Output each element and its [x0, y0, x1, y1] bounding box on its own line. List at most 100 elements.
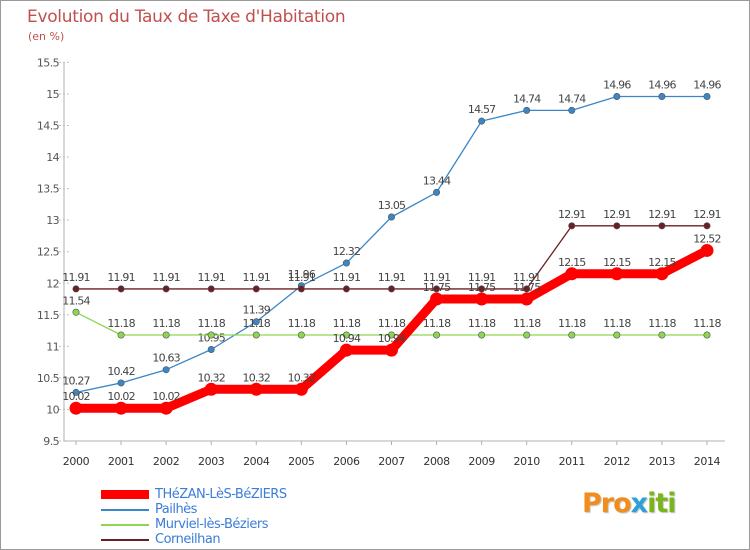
data-point	[387, 331, 395, 339]
data-point	[433, 331, 441, 339]
data-label: 11.91	[243, 271, 271, 284]
logo-part: x	[630, 488, 648, 519]
y-tick-label: 13.5	[37, 183, 60, 196]
data-point	[658, 92, 666, 100]
data-label: 10.32	[243, 371, 271, 384]
data-label: 11.18	[378, 317, 406, 330]
data-point	[568, 222, 576, 230]
data-point	[610, 267, 624, 281]
legend: THéZAN-LèS-BéZIERS Pailhès Murviel-lès-Béz…	[101, 487, 287, 547]
data-point	[703, 222, 711, 230]
data-point	[568, 331, 576, 339]
data-label: 10.32	[197, 371, 225, 384]
legend-label: THéZAN-LèS-BéZIERS	[155, 487, 287, 502]
data-label: 11.18	[558, 317, 586, 330]
data-point	[114, 401, 128, 415]
legend-swatch	[101, 538, 149, 541]
data-label: 11.75	[423, 281, 451, 294]
data-label: 11.18	[603, 317, 631, 330]
data-label: 11.18	[513, 317, 541, 330]
data-label: 10.02	[107, 390, 135, 403]
data-point	[613, 331, 621, 339]
data-point	[162, 285, 170, 293]
x-tick-label: 2006	[333, 455, 360, 468]
data-label: 11.91	[107, 271, 135, 284]
data-point	[69, 401, 83, 415]
data-label: 11.91	[468, 271, 496, 284]
data-label: 11.96	[288, 268, 316, 281]
data-label: 10.27	[62, 374, 90, 387]
legend-swatch	[101, 490, 149, 499]
data-label: 14.57	[468, 103, 496, 116]
y-tick-label: 12.5	[37, 246, 60, 259]
y-tick-label: 10	[46, 403, 59, 416]
data-point	[342, 259, 350, 267]
data-label: 11.91	[62, 271, 90, 284]
legend-item: Murviel-lès-Béziers	[101, 517, 287, 532]
data-point	[339, 343, 353, 357]
data-label: 12.91	[603, 208, 631, 221]
data-label: 12.15	[603, 256, 631, 269]
x-tick-label: 2000	[63, 455, 90, 468]
logo-part: iti	[647, 488, 676, 519]
x-tick-label: 2005	[288, 455, 315, 468]
x-tick-label: 2011	[559, 455, 585, 468]
data-label: 10.42	[107, 365, 135, 378]
data-label: 11.18	[107, 317, 135, 330]
data-label: 14.96	[693, 78, 721, 91]
data-label: 10.94	[333, 332, 361, 345]
data-label: 12.91	[648, 208, 676, 221]
y-tick-label: 11.5	[37, 309, 60, 322]
data-point	[523, 285, 531, 293]
legend-item: Corneilhan	[101, 532, 287, 547]
data-label: 10.02	[62, 390, 90, 403]
legend-label: Murviel-lès-Béziers	[155, 517, 268, 532]
legend-item: Pailhès	[101, 502, 287, 517]
legend-label: Pailhès	[155, 502, 197, 517]
legend-item: THéZAN-LèS-BéZIERS	[101, 487, 287, 502]
data-point	[252, 318, 260, 326]
y-tick-label: 13	[46, 214, 59, 227]
data-point	[478, 117, 486, 125]
x-tick-label: 2009	[468, 455, 495, 468]
x-tick-label: 2014	[694, 455, 721, 468]
data-point	[117, 379, 125, 387]
data-point	[384, 343, 398, 357]
x-tick-label: 2003	[198, 455, 225, 468]
legend-label: Corneilhan	[155, 532, 221, 547]
data-point	[297, 285, 305, 293]
data-point	[297, 331, 305, 339]
data-point	[162, 331, 170, 339]
data-point	[72, 308, 80, 316]
data-point	[252, 285, 260, 293]
logo-part: Pro	[582, 488, 632, 519]
data-label: 11.39	[243, 304, 271, 317]
data-label: 11.91	[423, 271, 451, 284]
data-label: 12.91	[693, 208, 721, 221]
data-point	[613, 222, 621, 230]
data-point	[523, 331, 531, 339]
data-label: 14.96	[603, 78, 631, 91]
data-label: 11.91	[333, 271, 361, 284]
data-point	[658, 222, 666, 230]
y-tick-label: 11	[46, 340, 59, 353]
data-label: 11.18	[693, 317, 721, 330]
data-point	[613, 92, 621, 100]
y-tick-label: 14	[46, 151, 59, 164]
y-tick-label: 9.5	[43, 435, 59, 448]
data-point	[72, 388, 80, 396]
data-point	[294, 382, 308, 396]
y-tick-label: 14.5	[37, 120, 60, 133]
data-point	[523, 106, 531, 114]
x-tick-label: 2010	[513, 455, 540, 468]
data-label: 11.91	[288, 271, 316, 284]
x-tick-label: 2007	[378, 455, 405, 468]
data-label: 11.91	[197, 271, 225, 284]
data-label: 13.05	[378, 199, 406, 212]
x-tick-label: 2004	[243, 455, 270, 468]
data-label: 10.63	[152, 352, 180, 365]
data-label: 14.74	[558, 92, 586, 105]
data-label: 11.18	[648, 317, 676, 330]
data-point	[565, 267, 579, 281]
unit-label: (en %)	[28, 30, 65, 43]
